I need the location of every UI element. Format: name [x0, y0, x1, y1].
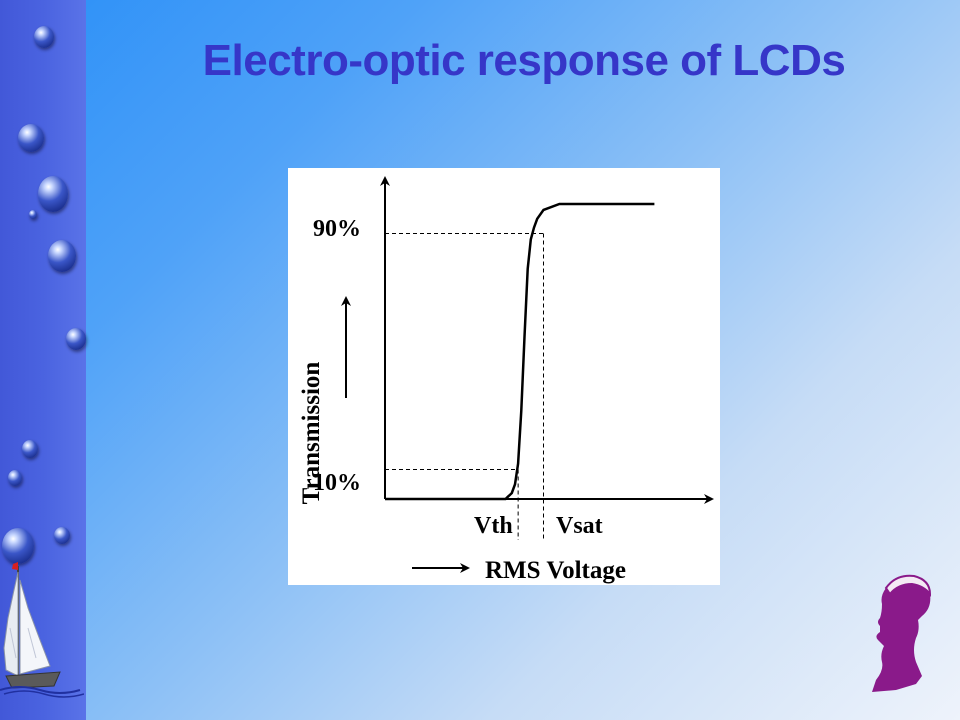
- y-axis-label: Transmission: [298, 362, 325, 505]
- water-bubble-icon: [8, 470, 22, 486]
- water-bubble-icon: [2, 528, 34, 564]
- water-bubble-icon: [66, 328, 86, 350]
- electro-optic-chart: 90% 10% Vth Vsat Transmission RMS Voltag…: [298, 176, 714, 584]
- water-bubble-icon: [18, 124, 44, 152]
- x-axis-label: RMS Voltage: [485, 557, 626, 584]
- water-bubble-icon: [38, 176, 68, 212]
- x-tick-label-vth: Vth: [474, 513, 513, 539]
- water-bubble-icon: [29, 210, 37, 219]
- portrait-silhouette-icon: [872, 574, 932, 692]
- x-tick-label-vsat: Vsat: [556, 513, 603, 539]
- response-curve: [385, 202, 655, 501]
- water-bubble-icon: [48, 240, 76, 272]
- y-tick-label-10: 10%: [313, 470, 361, 496]
- water-bubble-icon: [54, 527, 70, 544]
- slide-title: Electro-optic response of LCDs: [202, 36, 846, 85]
- chart-panel: 90% 10% Vth Vsat Transmission RMS Voltag…: [288, 168, 720, 585]
- sailboat-icon: [0, 562, 84, 698]
- y-tick-label-90: 90%: [313, 216, 361, 242]
- water-bubble-icon: [22, 440, 38, 458]
- water-bubble-icon: [34, 26, 54, 48]
